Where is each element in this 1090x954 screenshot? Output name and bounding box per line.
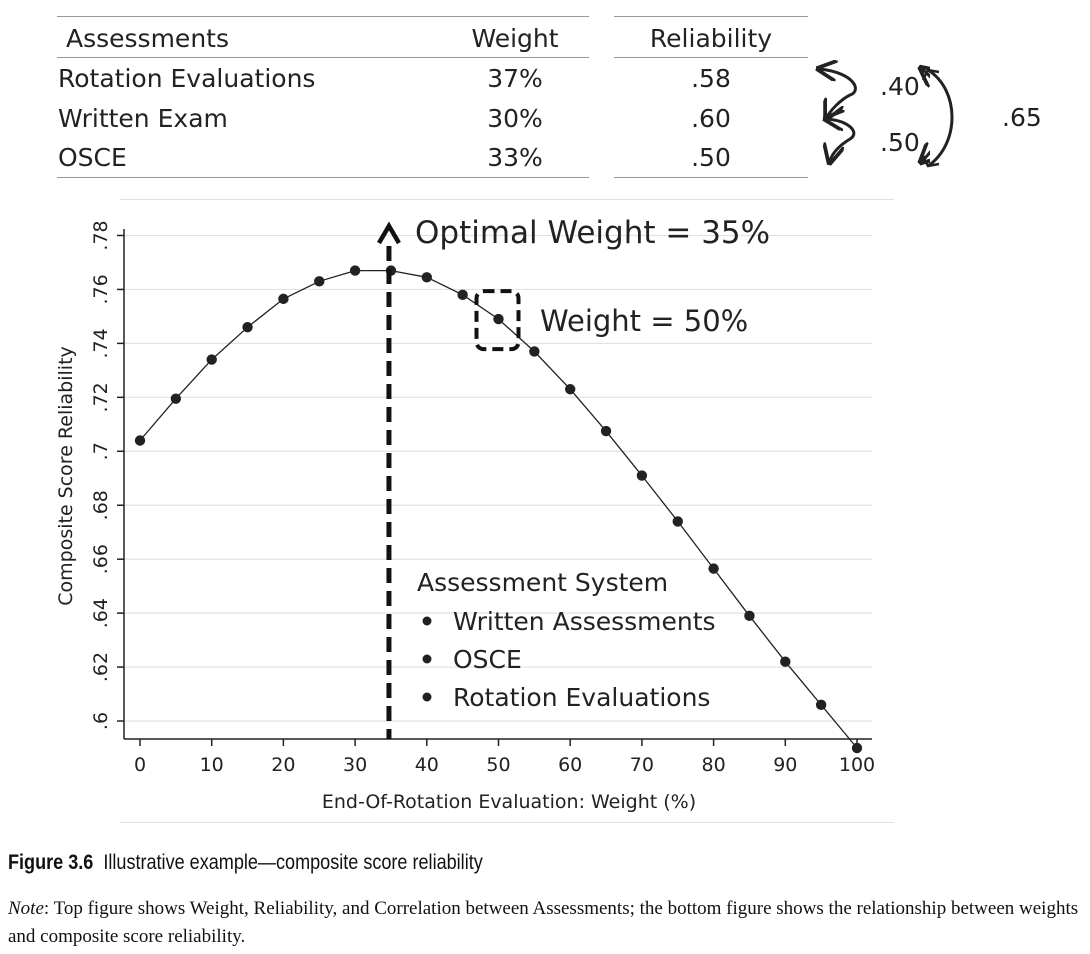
y-tick-label: .64 [90,598,112,628]
y-tick-label: .62 [90,652,112,682]
x-tick-label: 30 [343,754,367,776]
data-point [708,563,719,574]
data-point [206,354,217,365]
legend-item-osce: OSCE [453,645,522,674]
data-point [314,276,325,287]
y-tick-label: .68 [90,490,112,520]
y-tick-label: .78 [90,220,112,250]
x-tick-label: 10 [200,754,224,776]
y-axis-label: Composite Score Reliability [55,346,77,606]
series-line [139,269,858,749]
grid-lines [124,234,872,722]
correlation-arrows [810,55,930,180]
arrow-written-osce [827,119,856,161]
data-point [493,313,504,325]
legend-marker-written [422,616,432,626]
table-top-rule [57,16,589,17]
x-tick-label: 20 [271,754,295,776]
note-label: Note [8,898,44,919]
row-reliability-rotation: .58 [691,64,731,93]
data-point [134,435,146,446]
series-points [134,265,863,754]
row-weight-written: 30% [487,104,543,133]
arrow-rotation-written [820,69,857,117]
y-tick-label: .66 [90,544,112,574]
arrow-rotation-osce-curve [927,68,954,168]
legend-marker-rotation [422,692,432,702]
separator-bottom [120,822,894,823]
data-point [815,699,827,711]
y-tick-label: .7 [90,442,112,460]
data-point [242,322,253,333]
row-assessment-rotation: Rotation Evaluations [58,64,316,93]
y-axis-ticks: .6 .62 .64 .66 .68 .7 .72 .74 .76 .78 [90,220,124,730]
legend: Assessment System Written Assessments OS… [417,568,716,712]
y-tick-label: .74 [90,328,112,358]
data-point [457,289,468,301]
legend-marker-osce [422,654,432,664]
annotations [377,221,521,739]
data-point [636,470,648,481]
data-point [170,393,182,404]
x-tick-label: 50 [486,754,510,776]
optimal-weight-label: Optimal Weight = 35% [415,215,770,251]
data-point [600,425,612,437]
y-tick-label: .6 [90,712,112,730]
x-tick-label: 0 [134,754,146,776]
data-point [278,293,289,305]
header-assessments: Assessments [66,24,229,53]
header-weight: Weight [471,24,559,53]
data-point [744,610,755,622]
table-top-rule-right [614,16,808,17]
data-point [672,516,683,527]
x-axis-ticks: 0 10 20 30 40 50 60 70 80 90 100 [134,739,875,776]
reliability-chart: .6 .62 .64 .66 .68 .7 .72 .74 .76 .78 0 10 20 30 40 50… [55,215,875,813]
corr-rotation-osce: .65 [1002,103,1042,132]
table-bottom-rule-right [614,177,808,178]
x-tick-label: 40 [415,754,439,776]
table-header-rule [57,57,589,58]
row-reliability-osce: .50 [691,143,731,172]
legend-title: Assessment System [417,568,668,597]
highlight-weight-dashed-box [474,289,521,352]
note-text: : Top figure shows Weight, Reliability, … [8,898,1079,947]
legend-item-written: Written Assessments [453,607,716,636]
x-tick-label: 70 [630,754,654,776]
row-assessment-osce: OSCE [58,143,127,172]
x-tick-label: 80 [702,754,726,776]
data-point [421,272,432,283]
header-reliability: Reliability [649,24,773,53]
x-tick-label: 100 [839,754,875,776]
arrow-rotation-osce-head-bottom [921,155,940,168]
data-point [529,346,540,357]
data-point [780,656,791,667]
arrow-rotation-osce-head-top [921,68,940,81]
corr-written-osce: .50 [880,128,920,157]
figure-caption: Figure 3.6 Illustrative example—composit… [8,851,483,875]
row-assessment-written: Written Exam [58,104,228,133]
row-weight-osce: 33% [487,143,543,172]
row-reliability-written: .60 [691,104,731,133]
separator-top [120,199,894,200]
figure-note: Note: Top figure shows Weight, Reliabili… [8,895,1086,951]
y-tick-label: .76 [90,274,112,304]
x-tick-label: 60 [558,754,582,776]
optimal-weight-arrowhead [377,221,401,245]
corr-rotation-written: .40 [880,72,920,101]
figure-text: Illustrative example—composite score rel… [103,851,483,874]
row-weight-rotation: 37% [487,64,543,93]
highlight-weight-label: Weight = 50% [540,304,748,338]
x-tick-label: 90 [773,754,797,776]
x-axis-label: End-Of-Rotation Evaluation: Weight (%) [322,791,696,813]
table-header-rule-right [614,57,808,58]
data-point [565,384,576,395]
data-point [349,265,361,276]
legend-item-rotation: Rotation Evaluations [453,683,710,712]
arrow-rotation-osce-wrapper [921,68,954,168]
y-tick-label: .72 [90,382,112,412]
table-bottom-rule [57,177,589,178]
figure-label: Figure 3.6 [8,851,94,874]
data-point [851,742,863,754]
